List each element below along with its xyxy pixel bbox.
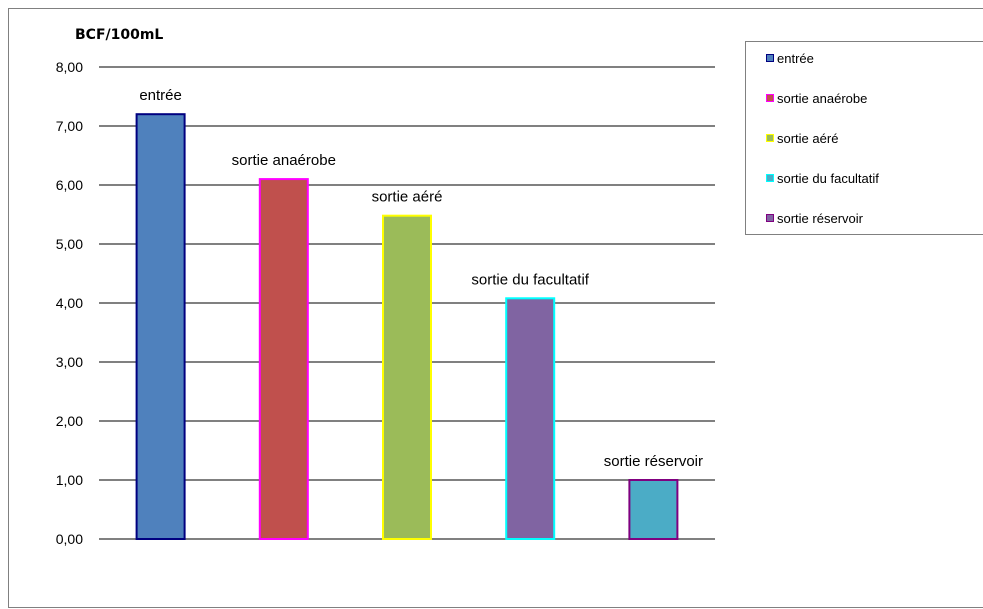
bar-label: sortie anaérobe [232,152,336,169]
bar-label: entrée [139,87,182,104]
legend-label: sortie du facultatif [777,170,879,186]
y-tick-label: 5,00 [56,236,83,252]
y-axis-label: BCF/100mL [75,27,163,43]
y-tick-label: 3,00 [56,354,83,370]
bar-label: sortie aéré [372,189,443,206]
y-tick-label: 2,00 [56,413,83,429]
legend-swatch [766,134,774,142]
y-tick-label: 6,00 [56,177,83,193]
bar [382,214,432,540]
legend: entrée sortie anaérobe sortie aéré sortie d… [745,41,983,235]
legend-item: sortie anaérobe [766,90,867,106]
chart-frame: BCF/100mL 0,00 1,00 2,00 3,00 4,00 5,00 6,00 7,… [8,8,983,608]
bar-label: sortie réservoir [604,453,703,470]
bar [505,297,556,540]
legend-label: entrée [777,50,814,66]
bar-label: sortie du facultatif [471,271,589,288]
bar [258,178,309,540]
legend-label: sortie aéré [777,130,839,146]
y-tick-label: 7,00 [56,118,83,134]
bar [628,479,679,540]
legend-item: sortie réservoir [766,210,863,226]
bar [135,113,186,540]
legend-swatch [766,94,774,102]
legend-item: sortie du facultatif [766,170,879,186]
bars [135,113,679,540]
legend-swatch [766,214,774,222]
legend-swatch [766,54,774,62]
chart-plot: BCF/100mL 0,00 1,00 2,00 3,00 4,00 5,00 6,00 7,… [56,27,715,547]
bar-labels: entrée sortie anaérobe sortie aéré sortie d… [139,87,703,470]
legend-label: sortie réservoir [777,210,863,226]
legend-swatch [766,174,774,182]
legend-label: sortie anaérobe [777,90,868,106]
y-tick-label: 1,00 [56,472,83,488]
y-tick-label: 8,00 [56,59,83,75]
y-tick-label: 4,00 [56,295,83,311]
y-tick-labels: 0,00 1,00 2,00 3,00 4,00 5,00 6,00 7,00 8,00 [56,59,83,547]
legend-item: entrée [766,50,814,66]
legend-item: sortie aéré [766,130,838,146]
y-tick-label: 0,00 [56,531,83,547]
